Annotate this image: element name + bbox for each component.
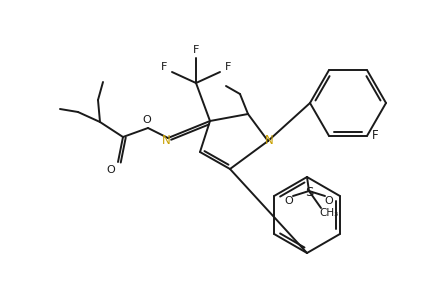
Text: O: O	[325, 196, 333, 206]
Text: N: N	[265, 134, 273, 147]
Text: S: S	[305, 185, 313, 198]
Text: F: F	[193, 45, 199, 55]
Text: O: O	[107, 165, 115, 175]
Text: F: F	[372, 129, 378, 142]
Text: F: F	[161, 62, 167, 72]
Text: N: N	[162, 134, 170, 147]
Text: O: O	[142, 115, 151, 125]
Text: O: O	[284, 196, 293, 206]
Text: F: F	[225, 62, 231, 72]
Text: CH₃: CH₃	[319, 208, 338, 218]
